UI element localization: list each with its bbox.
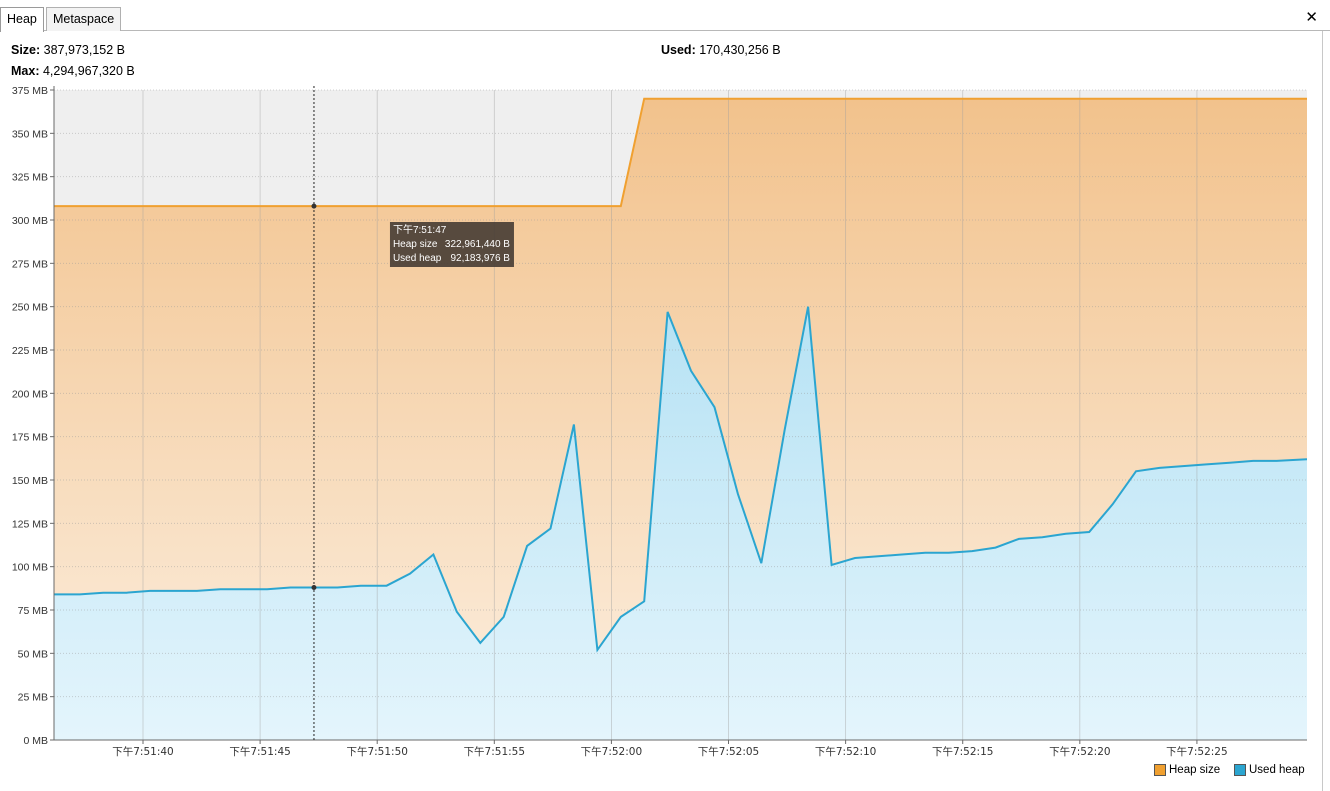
x-tick-label: 下午7:51:50 [346,745,407,758]
legend-used-heap: Used heap [1234,764,1305,776]
y-tick-label: 200 MB [12,388,48,400]
tooltip-time: 下午7:51:47 [393,223,447,236]
x-tick-label: 下午7:51:45 [229,745,290,758]
x-tick-label: 下午7:52:05 [698,745,759,758]
x-tick-label: 下午7:51:55 [464,745,525,758]
y-tick-label: 125 MB [12,518,48,530]
tab-metaspace[interactable]: Metaspace [46,7,122,31]
legend-used-label: Used heap [1249,764,1305,776]
chart-tooltip: 下午7:51:47 Heap size 322,961,440 B Used h… [389,222,514,267]
x-tick-label: 下午7:52:00 [581,745,642,758]
y-tick-label: 100 MB [12,562,48,574]
tooltip-used-label: Used heap [393,253,442,264]
heap-size-swatch [1154,764,1166,776]
legend-heap-size: Heap size [1154,764,1220,776]
legend-heap-label: Heap size [1169,764,1221,776]
y-tick-label: 225 MB [12,345,48,357]
y-tick-label: 375 MB [12,86,48,97]
y-tick-label: 0 MB [23,735,48,747]
max-label: Max: [11,64,40,78]
used-heap-area [54,306,1307,740]
size-value: 387,973,152 B [43,43,125,57]
x-tick-label: 下午7:52:10 [815,745,876,758]
x-tick-label: 下午7:51:40 [112,745,173,758]
y-tick-label: 275 MB [12,258,48,270]
y-tick-label: 250 MB [12,302,48,314]
tooltip-heap-value: 322,961,440 B [445,239,510,250]
used-label: Used: [661,43,696,57]
tooltip-heap-label: Heap size [393,239,438,250]
y-tick-label: 150 MB [12,475,48,487]
heap-cursor-marker [311,203,317,209]
heap-chart[interactable]: 0 MB 25 MB 50 MB 75 MB 100 MB 125 MB 150 MB 175… [0,86,1320,766]
used-heap-line [54,306,1307,653]
used-cursor-marker [311,584,317,590]
used-value: 170,430,256 B [699,43,781,57]
y-tick-label: 75 MB [18,605,48,617]
used-heap-swatch [1234,764,1246,776]
y-tick-label: 25 MB [18,692,48,704]
size-label: Size: [11,43,41,57]
y-tick-label: 325 MB [12,172,48,184]
heap-size-line [54,97,1307,208]
max-stat: Max: 4,294,967,320 B [11,64,135,78]
close-icon[interactable]: ✕ [1305,9,1318,26]
x-tick-label: 下午7:52:20 [1049,745,1110,758]
used-stat: Used: 170,430,256 B [661,43,781,57]
y-tick-label: 350 MB [12,128,48,140]
tab-heap[interactable]: Heap [0,7,44,32]
x-tick-label: 下午7:52:15 [932,745,993,758]
tab-bar: Heap Metaspace ✕ [0,0,1330,32]
y-tick-label: 175 MB [12,432,48,444]
max-value: 4,294,967,320 B [42,64,135,78]
x-tick-label: 下午7:52:25 [1166,745,1227,758]
tooltip-used-value: 92,183,976 B [450,253,510,264]
heap-panel: Size: 387,973,152 B Max: 4,294,967,320 B… [0,31,1323,791]
y-tick-label: 50 MB [18,648,48,660]
size-stat: Size: 387,973,152 B [11,43,125,57]
y-tick-label: 300 MB [12,215,48,227]
